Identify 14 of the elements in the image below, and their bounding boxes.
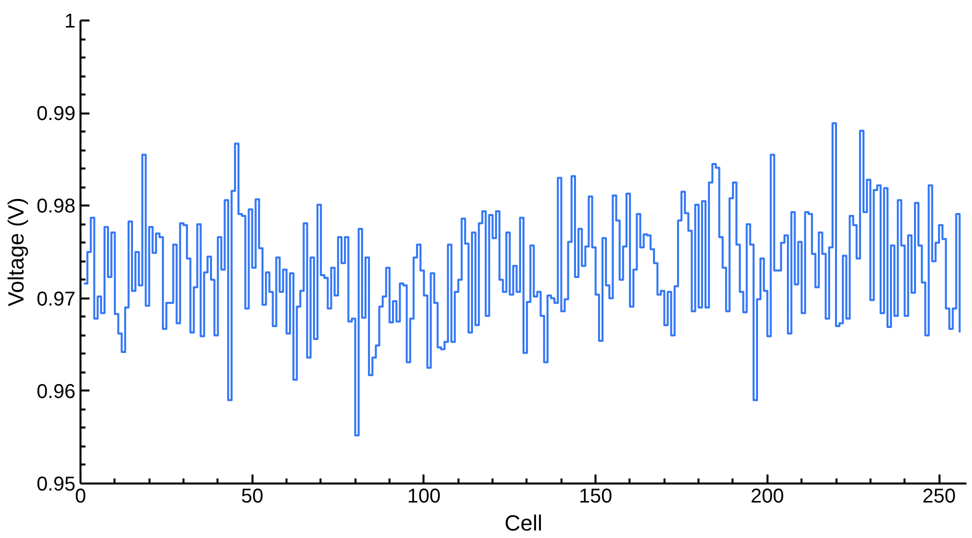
y-tick-label: 1: [64, 10, 76, 32]
y-axis-title: Voltage (V): [4, 198, 29, 306]
x-axis-title: Cell: [504, 510, 542, 536]
x-tick-label: 150: [578, 486, 612, 508]
x-tick-label: 100: [407, 486, 441, 508]
x-tick-label: 250: [922, 486, 956, 508]
x-tick-label: 50: [241, 486, 264, 508]
y-tick-label: 0.98: [36, 196, 76, 218]
y-tick-label: 0.99: [36, 103, 76, 126]
x-tick-label: 0: [74, 486, 86, 508]
y-tick-label: 0.95: [36, 474, 76, 496]
x-tick-label: 200: [750, 486, 784, 508]
y-tick-label: 0.97: [36, 288, 76, 310]
y-tick-label: 0.96: [36, 380, 76, 403]
